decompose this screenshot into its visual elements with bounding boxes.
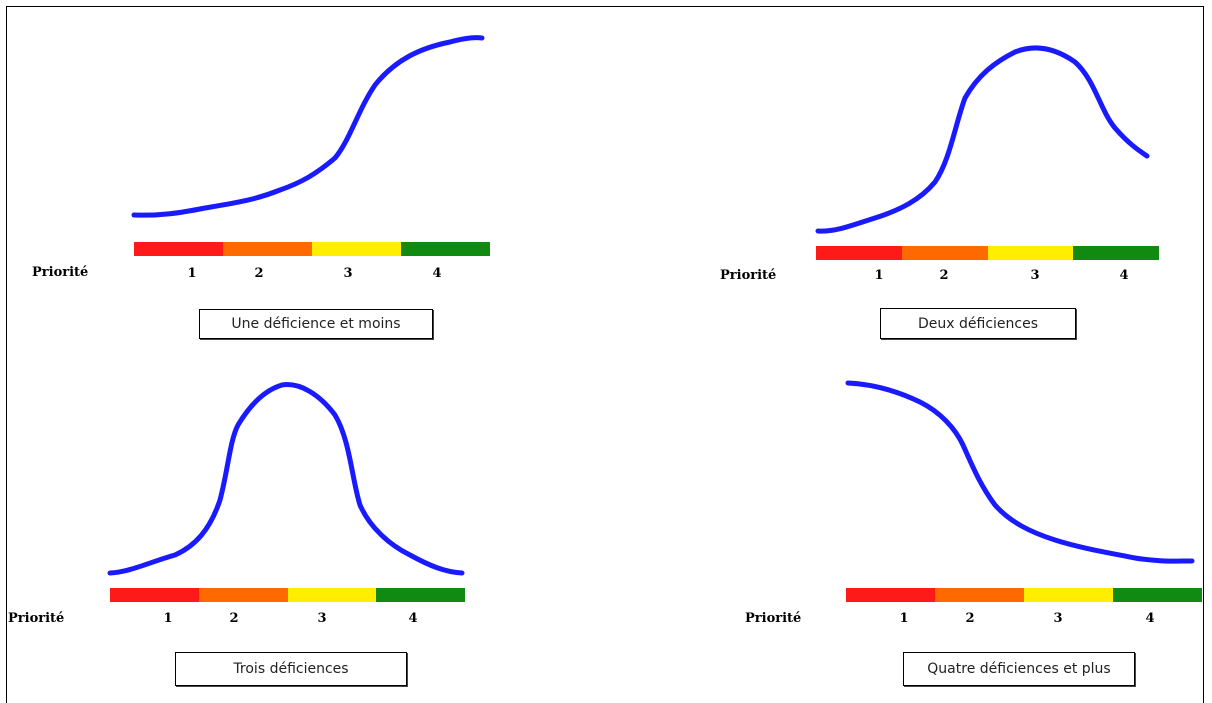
priority-number: 4 <box>408 611 418 626</box>
curve-line <box>845 380 1195 564</box>
priority-number: 2 <box>254 266 264 281</box>
priority-1-segment <box>134 242 223 256</box>
priority-bar <box>110 588 465 602</box>
priority-bar <box>134 242 490 256</box>
panel-caption: Une déficience et moins <box>199 309 433 339</box>
priority-bar <box>846 588 1202 602</box>
priority-number: 1 <box>899 611 909 626</box>
curve-line <box>131 35 485 218</box>
priority-number: 4 <box>1145 611 1155 626</box>
priority-number: 2 <box>939 268 949 283</box>
priority-3-segment <box>987 246 1074 260</box>
priority-bar <box>816 246 1159 260</box>
priority-1-segment <box>846 588 935 602</box>
priority-3-segment <box>312 242 401 256</box>
priority-4-segment <box>1073 246 1159 260</box>
panel-caption: Deux déficiences <box>880 308 1076 339</box>
priority-label: Priorité <box>745 611 802 626</box>
priority-1-segment <box>816 246 902 260</box>
priority-4-segment <box>1113 588 1202 602</box>
priority-number: 1 <box>187 266 197 281</box>
priority-number: 3 <box>317 611 327 626</box>
priority-number: 2 <box>229 611 239 626</box>
priority-label: Priorité <box>720 268 777 283</box>
priority-number: 2 <box>965 611 975 626</box>
priority-number: 4 <box>432 266 442 281</box>
priority-label: Priorité <box>8 611 65 626</box>
priority-2-segment <box>198 588 288 602</box>
priority-number: 3 <box>1053 611 1063 626</box>
priority-2-segment <box>935 588 1024 602</box>
curve-line <box>107 382 465 576</box>
priority-2-segment <box>901 246 988 260</box>
priority-number: 1 <box>163 611 173 626</box>
priority-4-segment <box>401 242 490 256</box>
priority-number: 3 <box>1030 268 1040 283</box>
priority-label: Priorité <box>32 265 89 280</box>
priority-4-segment <box>376 588 465 602</box>
priority-3-segment <box>287 588 377 602</box>
panel-caption: Quatre déficiences et plus <box>903 652 1135 686</box>
priority-2-segment <box>223 242 312 256</box>
priority-number: 4 <box>1119 268 1129 283</box>
priority-3-segment <box>1024 588 1113 602</box>
priority-1-segment <box>110 588 199 602</box>
priority-number: 3 <box>343 266 353 281</box>
panel-caption: Trois déficiences <box>175 652 407 686</box>
figure-frame <box>6 6 1204 703</box>
curve-line <box>815 45 1150 234</box>
priority-number: 1 <box>874 268 884 283</box>
